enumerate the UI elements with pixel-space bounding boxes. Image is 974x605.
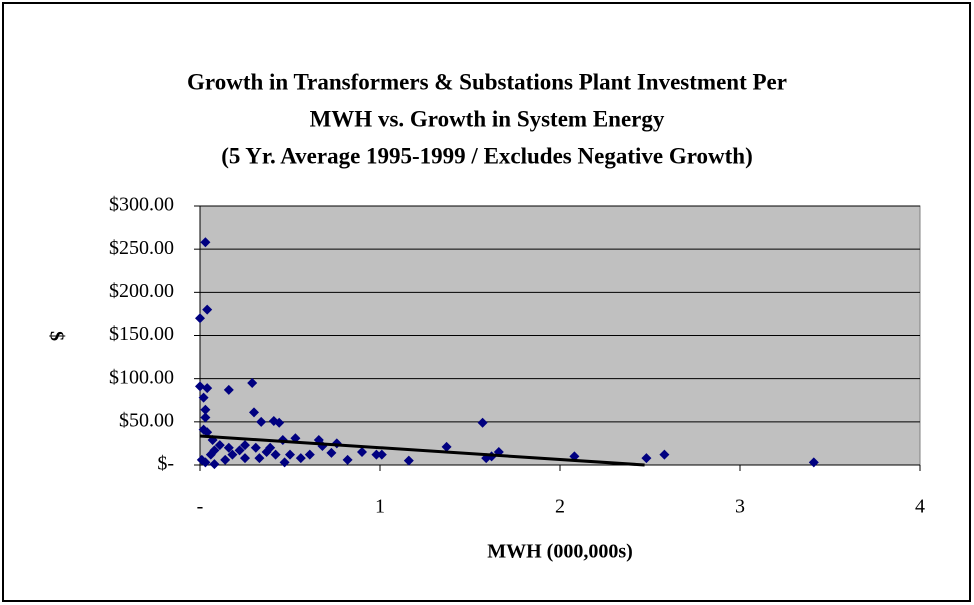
x-axis-title: MWH (000,000s) xyxy=(487,541,633,563)
point xyxy=(808,457,819,468)
point xyxy=(295,453,306,464)
point xyxy=(247,377,258,388)
point xyxy=(285,449,295,460)
point xyxy=(209,459,220,470)
point xyxy=(202,383,213,394)
point xyxy=(209,445,220,456)
point xyxy=(223,384,234,395)
point xyxy=(342,454,353,465)
point xyxy=(477,417,488,428)
x-tick-label: 2 xyxy=(555,496,565,518)
point xyxy=(279,457,290,468)
point xyxy=(270,449,281,460)
point xyxy=(357,447,367,458)
point xyxy=(200,457,211,468)
point xyxy=(220,454,231,465)
point xyxy=(641,453,652,464)
point xyxy=(227,449,238,460)
point xyxy=(274,417,285,428)
trendline xyxy=(199,434,645,467)
y-tick-label: $250.00 xyxy=(109,237,174,259)
point xyxy=(200,404,211,415)
point xyxy=(659,449,670,460)
y-tick-label: $200.00 xyxy=(109,280,174,302)
point xyxy=(223,442,234,453)
point xyxy=(304,449,315,460)
point xyxy=(326,447,337,458)
point xyxy=(441,441,452,452)
x-tick-label: 1 xyxy=(375,496,385,518)
x-tick-label: 3 xyxy=(735,496,745,518)
point xyxy=(254,453,265,464)
point xyxy=(198,392,209,403)
y-tick-label: $50.00 xyxy=(119,409,174,431)
y-tick-label: $300.00 xyxy=(109,194,174,216)
y-tick-label: $100.00 xyxy=(109,366,174,388)
x-tick-label: 4 xyxy=(915,496,925,518)
point xyxy=(240,453,250,464)
point xyxy=(240,440,250,451)
chart-title: MWH vs. Growth in System Energy xyxy=(310,106,665,131)
point xyxy=(403,455,414,466)
point xyxy=(200,237,211,248)
point xyxy=(195,381,205,392)
point xyxy=(265,442,276,453)
point xyxy=(371,449,382,460)
point xyxy=(200,412,211,423)
point xyxy=(195,313,205,324)
x-tick-label: - xyxy=(197,496,204,518)
y-tick-label: $150.00 xyxy=(109,323,174,345)
point xyxy=(202,427,213,438)
point xyxy=(202,304,213,315)
point xyxy=(214,440,225,451)
y-tick-label: $- xyxy=(157,453,174,475)
y-axis-title: $ xyxy=(45,331,67,341)
point xyxy=(376,449,387,460)
point xyxy=(250,442,261,453)
chart-title: Growth in Transformers & Substations Pla… xyxy=(187,69,787,94)
point xyxy=(234,445,245,456)
chart-title: (5 Yr. Average 1995-1999 / Excludes Nega… xyxy=(221,143,752,168)
point xyxy=(256,416,267,427)
point xyxy=(249,407,259,418)
